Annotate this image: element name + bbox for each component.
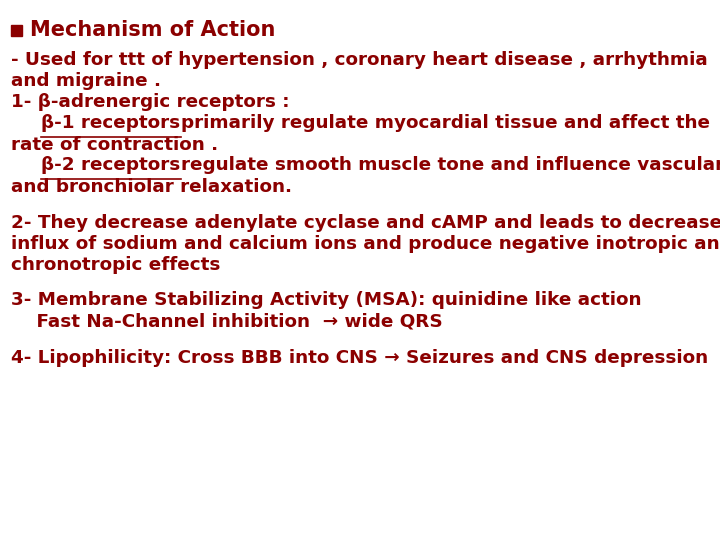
Text: - Used for ttt of hypertension , coronary heart disease , arrhythmia: - Used for ttt of hypertension , coronar… [12, 51, 708, 69]
Text: and bronchiolar relaxation.: and bronchiolar relaxation. [12, 178, 292, 195]
Text: Mechanism of Action: Mechanism of Action [30, 20, 275, 40]
Text: Fast Na-Channel inhibition  → wide QRS: Fast Na-Channel inhibition → wide QRS [12, 312, 443, 330]
Text: rate of contraction .: rate of contraction . [12, 136, 218, 153]
Text: and migraine .: and migraine . [12, 72, 161, 90]
Text: chronotropic effects: chronotropic effects [12, 255, 220, 274]
Text: influx of sodium and calcium ions and produce negative inotropic and: influx of sodium and calcium ions and pr… [12, 235, 720, 253]
Text: β-1 receptors: β-1 receptors [41, 114, 186, 132]
Text: β-2 receptors: β-2 receptors [41, 156, 186, 174]
Text: regulate smooth muscle tone and influence vascular: regulate smooth muscle tone and influenc… [181, 156, 720, 174]
Text: primarily regulate myocardial tissue and affect the: primarily regulate myocardial tissue and… [181, 114, 710, 132]
Text: 3- Membrane Stabilizing Activity (MSA): quinidine like action: 3- Membrane Stabilizing Activity (MSA): … [12, 291, 642, 309]
Bar [12, 25, 22, 36]
Text: 2- They decrease adenylate cyclase and cAMP and leads to decreased: 2- They decrease adenylate cyclase and c… [12, 214, 720, 232]
Text: 4- Lipophilicity: Cross BBB into CNS → Seizures and CNS depression: 4- Lipophilicity: Cross BBB into CNS → S… [12, 349, 708, 367]
Text: 1- β-adrenergic receptors :: 1- β-adrenergic receptors : [12, 93, 289, 111]
